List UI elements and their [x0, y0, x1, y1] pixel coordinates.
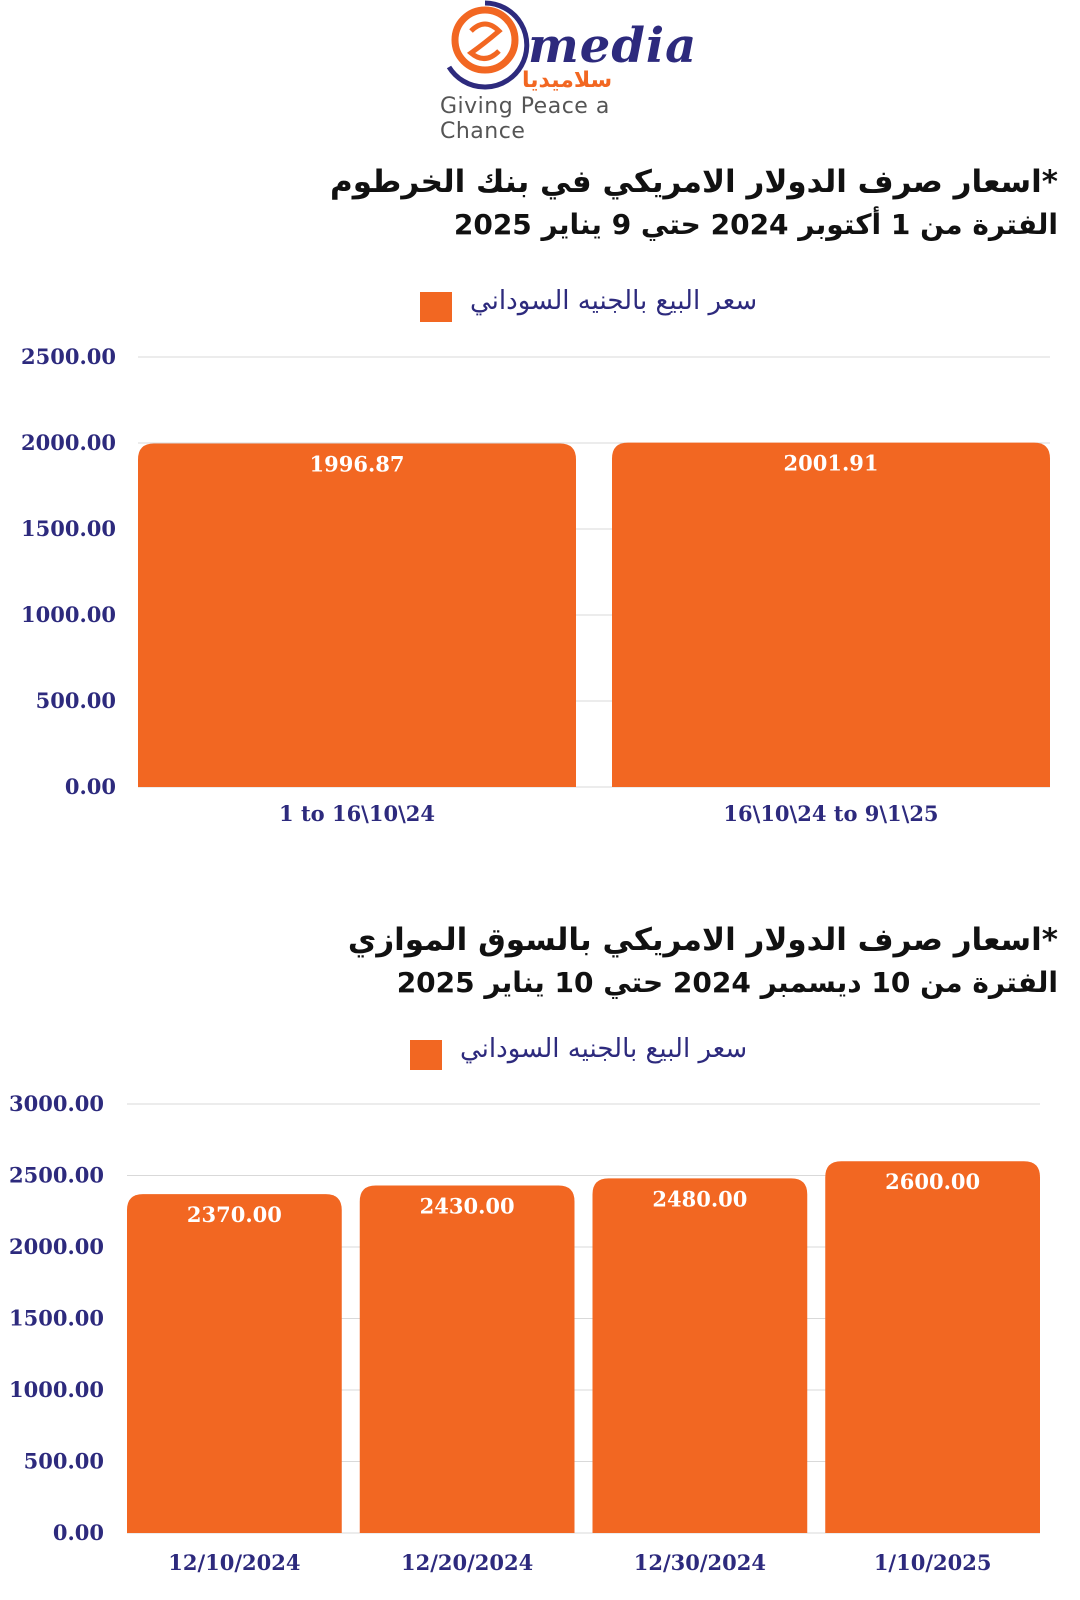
- bar: [825, 1161, 1040, 1533]
- bar: [592, 1178, 808, 1533]
- x-category-label: 1/10/2025: [874, 1550, 992, 1575]
- bar-value-label: 2370.00: [187, 1202, 282, 1227]
- chart1-plot: 0.00 500.00 1000.00 1500.00 2000.00 2500.00 19…: [21, 344, 1050, 826]
- chart1-title: *اسعار صرف الدولار الامريكي في بنك الخرط…: [330, 160, 1058, 246]
- logo: media سلاميديا Giving Peace a Chance: [440, 0, 696, 144]
- logo-mark: [446, 0, 530, 90]
- chart1-legend-label: سعر البيع بالجنيه السوداني: [470, 286, 758, 316]
- chart1-title-line1: *اسعار صرف الدولار الامريكي في بنك الخرط…: [330, 164, 1058, 200]
- y-tick-label: 2000.00: [9, 1234, 104, 1259]
- x-category-label: 16\10\24 to 9\1\25: [723, 801, 938, 826]
- y-tick-label: 2500.00: [9, 1163, 104, 1188]
- y-tick-label: 2000.00: [21, 430, 116, 455]
- chart1-legend-swatch: [420, 292, 452, 322]
- chart2-legend-swatch: [410, 1040, 442, 1070]
- logo-word: media: [528, 18, 698, 74]
- y-tick-label: 1000.00: [9, 1377, 104, 1402]
- y-tick-label: 1500.00: [21, 516, 116, 541]
- bar: [612, 442, 1050, 787]
- bar-value-label: 1996.87: [310, 452, 405, 477]
- y-tick-label: 1500.00: [9, 1306, 104, 1331]
- y-tick-label: 1000.00: [21, 602, 116, 627]
- chart1-title-line2: الفترة من 1 أكتوبر 2024 حتي 9 يناير 2025: [453, 208, 1058, 241]
- bar: [359, 1185, 575, 1533]
- x-category-label: 1 to 16\10\24: [279, 801, 435, 826]
- chart2-legend-label: سعر البيع بالجنيه السوداني: [460, 1034, 748, 1064]
- y-tick-label: 0.00: [53, 1520, 104, 1545]
- bar-value-label: 2480.00: [652, 1186, 747, 1211]
- x-category-label: 12/20/2024: [401, 1550, 533, 1575]
- logo-tagline: Giving Peace a Chance: [440, 94, 610, 144]
- bar-value-label: 2001.91: [784, 451, 879, 476]
- chart2-title: *اسعار صرف الدولار الامريكي بالسوق الموا…: [348, 918, 1058, 1004]
- y-tick-label: 500.00: [36, 688, 116, 713]
- bar: [138, 443, 576, 787]
- x-category-label: 12/30/2024: [634, 1550, 766, 1575]
- y-tick-label: 2500.00: [21, 344, 116, 369]
- bar: [127, 1194, 342, 1533]
- logo-arabic-name: سلاميديا: [522, 68, 613, 93]
- bar-value-label: 2600.00: [885, 1169, 980, 1194]
- x-category-label: 12/10/2024: [168, 1550, 300, 1575]
- y-tick-label: 500.00: [24, 1449, 104, 1474]
- y-tick-label: 0.00: [65, 774, 116, 799]
- chart2-title-line2: الفترة من 10 ديسمبر 2024 حتي 10 يناير 20…: [396, 966, 1058, 999]
- bar-value-label: 2430.00: [420, 1194, 515, 1219]
- chart2-plot: 0.00 500.00 1000.00 1500.00 2000.00 2500.00 30…: [9, 1091, 1040, 1575]
- chart2-title-line1: *اسعار صرف الدولار الامريكي بالسوق الموا…: [347, 922, 1058, 958]
- y-tick-label: 3000.00: [9, 1091, 104, 1116]
